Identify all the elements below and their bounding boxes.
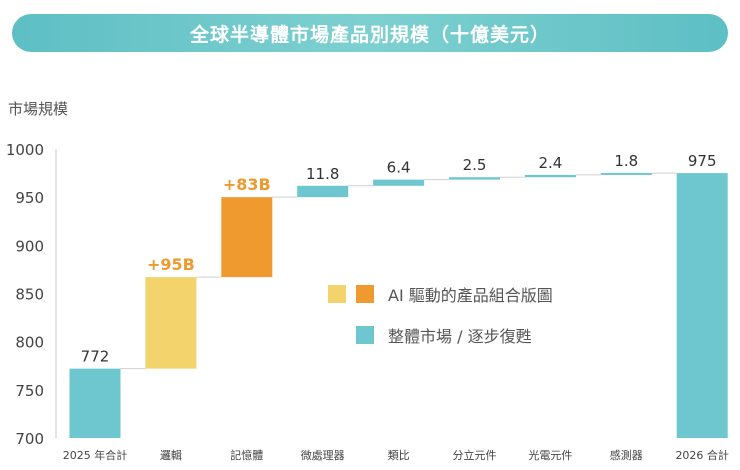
- legend-label-market: 整體市場 / 逐步復甦: [388, 327, 532, 346]
- legend-swatch-teal: [356, 326, 374, 344]
- x-tick-label: 感測器: [610, 448, 643, 462]
- y-tick-label: 1000: [6, 141, 44, 159]
- x-tick-label: 邏輯: [160, 449, 182, 462]
- bar: [676, 173, 728, 439]
- x-tick-label: 微處理器: [301, 448, 345, 462]
- legend-label-ai: AI 驅動的產品組合版圖: [388, 286, 553, 305]
- y-axis-label: 市場規模: [8, 100, 69, 118]
- y-tick-label: 850: [15, 286, 44, 304]
- x-tick-label: 光電元件: [528, 448, 572, 462]
- bar: [69, 368, 121, 438]
- legend-swatch-orange: [356, 285, 374, 303]
- data-label: 2.5: [463, 156, 487, 174]
- y-tick-label: 700: [15, 430, 44, 448]
- bar: [145, 277, 197, 369]
- x-tick-label: 記憶體: [230, 448, 263, 462]
- y-tick-label: 750: [15, 382, 44, 400]
- y-tick-label: 950: [15, 189, 44, 207]
- legend-swatch-yellow: [328, 285, 346, 303]
- x-tick-label: 2025 年合計: [63, 448, 128, 462]
- y-tick-label: 900: [15, 237, 44, 255]
- data-label: 1.8: [614, 152, 638, 170]
- x-tick-label: 分立元件: [453, 448, 497, 462]
- x-tick-label: 類比: [388, 449, 410, 462]
- bar: [600, 172, 652, 175]
- bar: [221, 197, 273, 278]
- legend-item-ai: AI 驅動的產品組合版圖: [328, 282, 553, 306]
- legend-item-market: 整體市場 / 逐步復甦: [328, 323, 553, 347]
- data-label: 2.4: [538, 154, 562, 172]
- bar: [373, 179, 425, 186]
- data-label: +95B: [147, 255, 195, 274]
- data-label: 975: [688, 152, 717, 170]
- data-label: 6.4: [387, 159, 411, 177]
- data-label: 11.8: [306, 165, 339, 183]
- legend: AI 驅動的產品組合版圖 整體市場 / 逐步復甦: [328, 282, 553, 364]
- x-tick-label: 2026 合計: [675, 448, 729, 462]
- data-label: +83B: [223, 175, 271, 194]
- chart-title: 全球半導體市場產品別規模（十億美元）: [12, 14, 728, 52]
- y-tick-label: 800: [15, 334, 44, 352]
- bar: [524, 174, 576, 178]
- bar: [449, 177, 500, 180]
- data-label: 772: [81, 348, 110, 366]
- bar: [297, 185, 349, 198]
